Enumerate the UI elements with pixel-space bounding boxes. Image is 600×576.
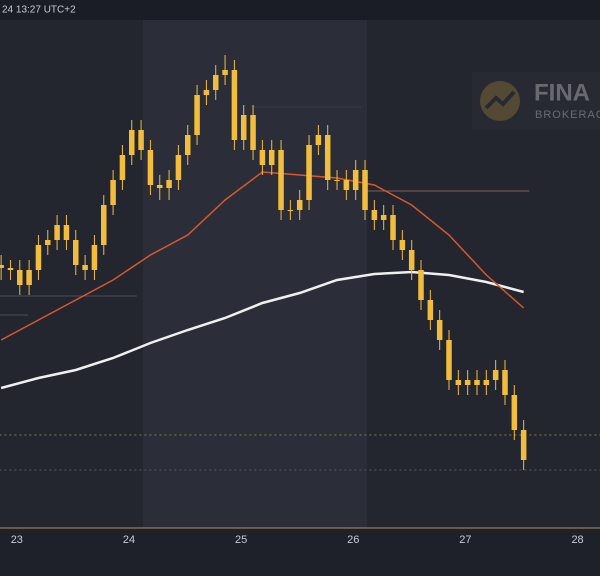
candle-body — [474, 380, 480, 385]
candle-body — [446, 340, 452, 380]
candle-body — [240, 115, 247, 140]
candle-body — [7, 268, 14, 270]
session-shade — [143, 20, 367, 528]
candle-body — [362, 170, 368, 210]
candle-body — [455, 380, 462, 385]
candle-body — [418, 270, 424, 300]
candle-body — [259, 150, 266, 165]
candle-body — [35, 245, 42, 270]
x-tick-label: 28 — [571, 534, 583, 546]
x-tick-label: 25 — [235, 534, 247, 546]
candle-body — [91, 245, 98, 270]
logo-icon — [480, 81, 520, 121]
candle-body — [334, 180, 340, 181]
logo-title: FINA — [534, 79, 590, 106]
candle-body — [492, 370, 499, 380]
candle-body — [63, 225, 70, 240]
candle-body — [138, 130, 144, 150]
logo: FINA BROKERAGE — [472, 72, 600, 130]
x-tick-label: 27 — [459, 534, 471, 546]
logo-arrow — [484, 90, 516, 110]
x-tick-label: 23 — [11, 534, 23, 546]
candle-body — [250, 115, 256, 150]
candle-body — [502, 370, 508, 395]
candle-body — [315, 135, 322, 145]
candle-body — [511, 395, 518, 430]
header-text: 24 13:27 UTC+2 — [2, 5, 76, 16]
candle-body — [54, 225, 60, 240]
candle-body — [203, 90, 210, 95]
candle-body — [520, 430, 527, 460]
candle-body — [436, 320, 443, 340]
candle-body — [110, 180, 116, 205]
candle-body — [82, 265, 88, 270]
moving-average — [0, 270, 524, 390]
candle-body — [17, 270, 23, 285]
header-bar — [0, 0, 600, 20]
candle-body — [278, 150, 284, 210]
candle-body — [399, 240, 406, 250]
candle-body — [483, 380, 490, 385]
candle-body — [184, 135, 191, 155]
x-tick-label: 26 — [347, 534, 359, 546]
logo-subtitle: BROKERAGE — [535, 109, 600, 121]
candle-body — [380, 215, 387, 220]
candle-body — [45, 240, 51, 245]
logo-box — [472, 72, 600, 130]
candle-body — [306, 145, 312, 200]
candle-body — [324, 135, 331, 180]
candle-body — [371, 210, 378, 220]
candle-body — [26, 270, 32, 285]
candle-body — [296, 200, 303, 210]
candle-body — [464, 380, 471, 385]
candle-body — [343, 180, 350, 190]
candle-body — [119, 155, 126, 180]
candle-body — [194, 95, 200, 135]
candle-body — [268, 150, 275, 165]
candle-body — [212, 75, 219, 90]
candle-body — [408, 250, 415, 270]
candle-body — [222, 70, 228, 75]
candle-body — [231, 70, 238, 140]
candle-body — [129, 130, 135, 155]
candle-body — [287, 210, 294, 211]
candle-body — [147, 150, 154, 185]
candle-body — [101, 205, 107, 245]
candle-body — [352, 170, 359, 190]
candle-body — [73, 240, 79, 265]
candle-body — [0, 265, 4, 268]
candle-body — [156, 185, 163, 188]
candle-body — [390, 215, 396, 240]
x-tick-label: 24 — [123, 534, 135, 546]
candle-body — [427, 300, 434, 320]
candle-body — [175, 155, 182, 180]
candle-body — [166, 180, 172, 188]
